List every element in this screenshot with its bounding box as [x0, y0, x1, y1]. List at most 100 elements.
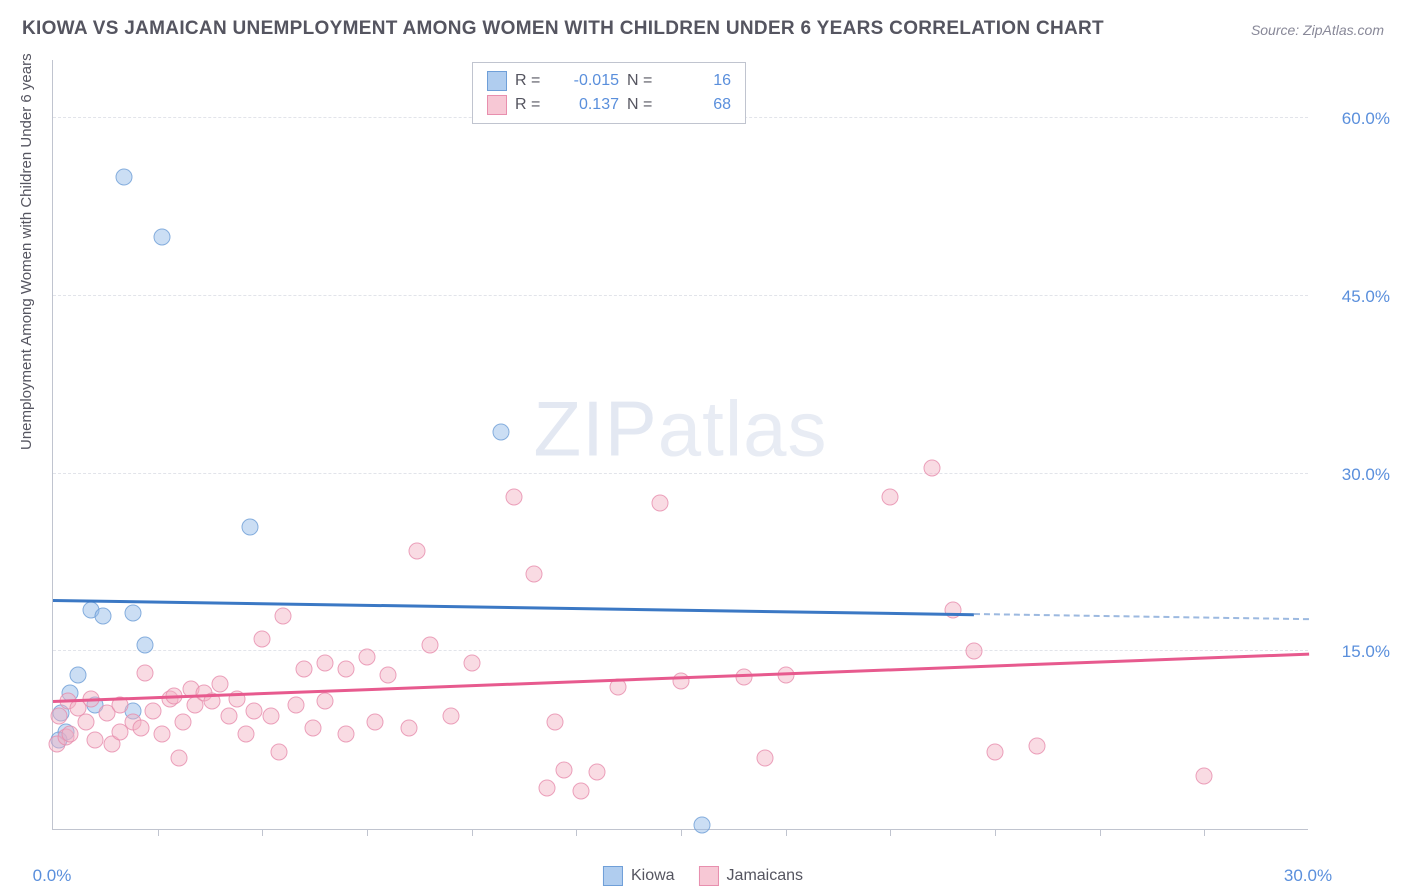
data-point [317, 655, 334, 672]
data-point [95, 607, 112, 624]
data-point [442, 708, 459, 725]
x-tick [890, 829, 891, 836]
swatch-kiowa-icon [603, 866, 623, 886]
x-tick [472, 829, 473, 836]
data-point [359, 649, 376, 666]
data-point [652, 495, 669, 512]
stats-legend: R = -0.015 N = 16 R = 0.137 N = 68 [472, 62, 746, 124]
gridline [53, 473, 1308, 474]
swatch-jamaicans-icon [487, 95, 507, 115]
n-value-kiowa: 16 [669, 72, 731, 90]
data-point [70, 667, 87, 684]
data-point [237, 726, 254, 743]
data-point [254, 631, 271, 648]
data-point [153, 726, 170, 743]
data-point [367, 714, 384, 731]
data-point [945, 601, 962, 618]
y-tick-label: 15.0% [1342, 642, 1390, 662]
x-tick [786, 829, 787, 836]
data-point [262, 708, 279, 725]
data-point [409, 542, 426, 559]
data-point [589, 764, 606, 781]
stats-row-kiowa: R = -0.015 N = 16 [487, 69, 731, 93]
data-point [174, 714, 191, 731]
data-point [137, 664, 154, 681]
watermark: ZIPatlas [533, 384, 827, 475]
data-point [271, 744, 288, 761]
data-point [132, 720, 149, 737]
data-point [145, 702, 162, 719]
data-point [400, 720, 417, 737]
x-tick [995, 829, 996, 836]
data-point [304, 720, 321, 737]
plot-area: ZIPatlas [52, 60, 1308, 830]
y-tick-label: 30.0% [1342, 465, 1390, 485]
r-value-kiowa: -0.015 [557, 72, 619, 90]
data-point [241, 518, 258, 535]
data-point [673, 672, 690, 689]
data-point [505, 489, 522, 506]
data-point [756, 749, 773, 766]
data-point [379, 667, 396, 684]
data-point [987, 744, 1004, 761]
data-point [153, 228, 170, 245]
x-tick [158, 829, 159, 836]
trendline-kiowa [53, 599, 974, 616]
data-point [492, 424, 509, 441]
data-point [287, 696, 304, 713]
data-point [78, 714, 95, 731]
legend-label-jamaicans: Jamaicans [727, 867, 803, 885]
watermark-bold: ZIP [533, 385, 657, 473]
y-tick-label: 45.0% [1342, 287, 1390, 307]
data-point [338, 661, 355, 678]
data-point [547, 714, 564, 731]
data-point [124, 605, 141, 622]
data-point [61, 726, 78, 743]
trendline-kiowa-extrap [974, 613, 1309, 620]
x-tick-label: 30.0% [1284, 866, 1332, 886]
stats-row-jamaicans: R = 0.137 N = 68 [487, 93, 731, 117]
data-point [296, 661, 313, 678]
x-tick [681, 829, 682, 836]
data-point [1196, 767, 1213, 784]
data-point [966, 643, 983, 660]
data-point [1028, 738, 1045, 755]
data-point [137, 637, 154, 654]
data-point [220, 708, 237, 725]
r-label: R = [515, 72, 549, 90]
legend-item-jamaicans: Jamaicans [699, 866, 803, 886]
data-point [572, 783, 589, 800]
gridline [53, 295, 1308, 296]
data-point [245, 702, 262, 719]
data-point [555, 761, 572, 778]
data-point [338, 726, 355, 743]
data-point [170, 749, 187, 766]
x-tick [1204, 829, 1205, 836]
y-tick-label: 60.0% [1342, 109, 1390, 129]
x-tick [367, 829, 368, 836]
x-tick [576, 829, 577, 836]
n-value-jamaicans: 68 [669, 96, 731, 114]
x-tick [1100, 829, 1101, 836]
n-label: N = [627, 96, 661, 114]
chart-title: KIOWA VS JAMAICAN UNEMPLOYMENT AMONG WOM… [22, 18, 1104, 40]
series-legend: Kiowa Jamaicans [603, 866, 803, 886]
source-attribution: Source: ZipAtlas.com [1251, 22, 1384, 38]
data-point [735, 669, 752, 686]
trendline-jamaicans [53, 652, 1309, 702]
data-point [539, 779, 556, 796]
data-point [317, 693, 334, 710]
y-axis-label: Unemployment Among Women with Children U… [18, 53, 35, 450]
data-point [275, 607, 292, 624]
data-point [882, 489, 899, 506]
data-point [463, 655, 480, 672]
r-label: R = [515, 96, 549, 114]
data-point [86, 732, 103, 749]
data-point [212, 676, 229, 693]
data-point [116, 169, 133, 186]
x-tick [262, 829, 263, 836]
legend-label-kiowa: Kiowa [631, 867, 675, 885]
swatch-jamaicans-icon [699, 866, 719, 886]
n-label: N = [627, 72, 661, 90]
data-point [421, 637, 438, 654]
